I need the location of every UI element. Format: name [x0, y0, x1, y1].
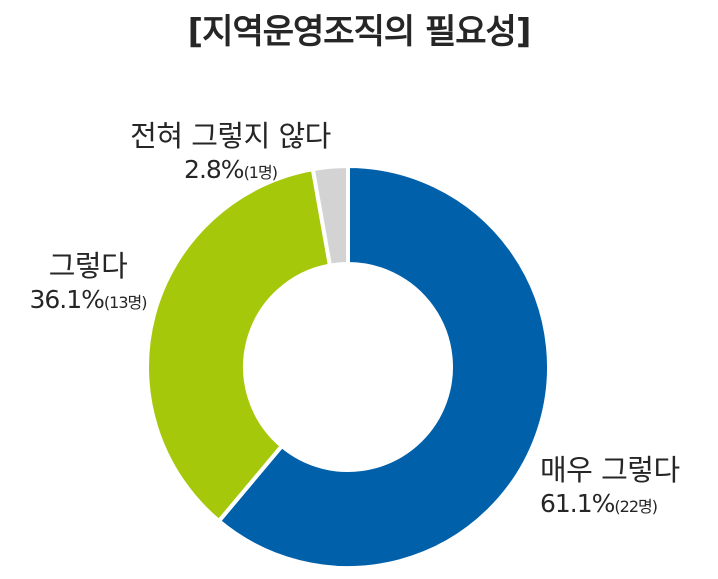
slice-label-very-agree: 매우 그렇다 61.1%(22명) [540, 452, 680, 520]
slice-label-name: 매우 그렇다 [540, 453, 680, 487]
slice-label-name: 전혀 그렇지 않다 [130, 119, 331, 153]
slice-very-agree [216, 164, 551, 570]
slice-percent-label: 2.8% [184, 155, 245, 185]
slice-label-agree: 그렇다 36.1%(13명) [18, 248, 158, 316]
slice-percent-label: 36.1% [29, 285, 105, 315]
chart-title: [지역운영조직의 필요성] [187, 12, 532, 52]
slice-agree [145, 167, 332, 524]
slice-percent-label: 61.1% [540, 489, 615, 519]
slice-strongly-disagree [310, 164, 350, 268]
slice-count-label: (13명) [103, 293, 148, 313]
slice-label-name: 그렇다 [48, 249, 128, 283]
slice-count-label: (22명) [614, 497, 658, 517]
slice-label-strongly-disagree: 전혀 그렇지 않다 2.8%(1명) [108, 118, 353, 186]
slice-count-label: (1명) [243, 163, 278, 183]
